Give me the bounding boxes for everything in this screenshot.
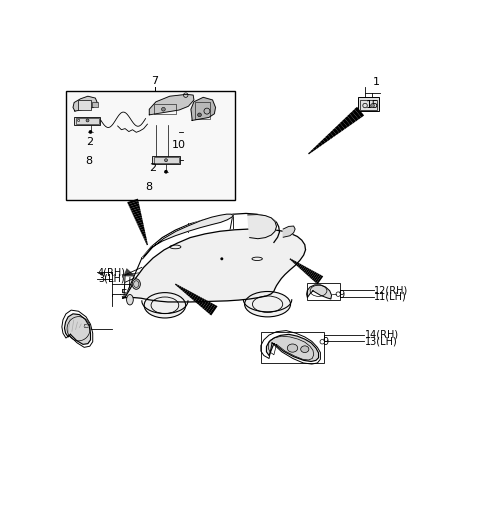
Text: 13(LH): 13(LH) [365,336,398,346]
Bar [74,117,100,125]
Text: 2: 2 [86,137,93,147]
Polygon shape [191,98,216,121]
Circle shape [371,104,374,107]
Ellipse shape [288,344,298,352]
Text: 3(LH): 3(LH) [98,274,125,284]
Circle shape [220,258,223,260]
Text: 10: 10 [172,140,186,150]
Text: 7: 7 [151,76,158,86]
Text: 1: 1 [372,77,380,87]
Bar [84,324,89,327]
Circle shape [86,119,89,122]
Polygon shape [283,226,295,237]
Ellipse shape [127,294,133,305]
Bar [261,333,324,363]
Text: 8: 8 [85,155,92,166]
Polygon shape [149,95,194,115]
Bar [307,283,340,300]
Ellipse shape [300,346,309,353]
Text: 5: 5 [120,289,127,299]
Bar [92,102,98,107]
Text: 8: 8 [145,182,153,192]
Polygon shape [64,314,91,344]
Bar [131,285,151,292]
Bar [360,100,377,110]
Text: 12(RH): 12(RH) [374,285,408,295]
Bar [154,157,179,163]
Bar [195,102,210,119]
Bar [154,104,176,114]
Text: 14(RH): 14(RH) [365,330,399,340]
Bar [66,90,235,200]
Text: 4(RH): 4(RH) [98,267,126,277]
Bar [152,156,180,165]
Polygon shape [307,285,332,299]
Circle shape [162,107,165,111]
Polygon shape [266,334,319,361]
Text: 9: 9 [338,290,344,300]
Polygon shape [73,96,97,111]
Circle shape [165,159,168,161]
Text: 2: 2 [149,164,156,173]
Bar [358,97,379,111]
Polygon shape [248,215,276,239]
Circle shape [164,170,168,174]
Text: 15: 15 [366,100,379,110]
Polygon shape [143,214,233,259]
Text: 9: 9 [322,337,328,347]
Circle shape [89,130,92,134]
Ellipse shape [132,279,140,289]
Bar [78,100,91,110]
Text: 11(LH): 11(LH) [374,292,407,301]
Ellipse shape [144,293,186,318]
Bar [76,118,99,124]
Text: 6: 6 [139,278,146,288]
Circle shape [198,113,202,117]
Ellipse shape [245,291,290,317]
Polygon shape [122,229,305,302]
